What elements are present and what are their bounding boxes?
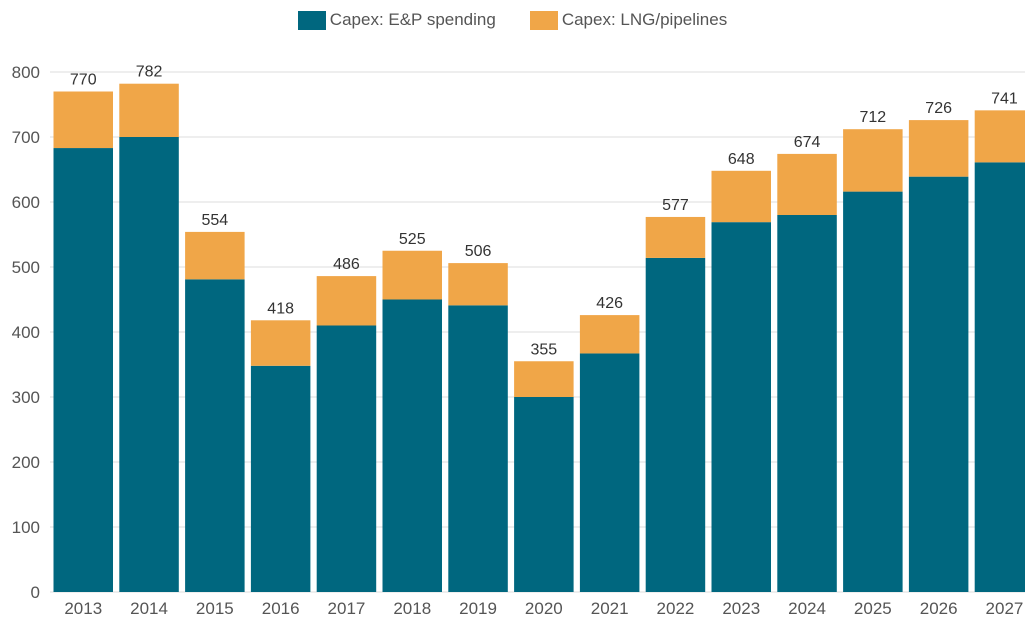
legend-swatch-lng [529, 10, 558, 30]
bar-total-label: 486 [333, 256, 360, 273]
x-tick-label: 2018 [393, 599, 431, 617]
bar-ep-spending [514, 397, 574, 592]
bar-lng-pipelines [185, 231, 245, 280]
x-tick-label: 2021 [591, 599, 629, 617]
y-tick-label: 800 [12, 63, 40, 82]
x-tick-label: 2016 [262, 599, 300, 617]
bar-total-label: 418 [267, 300, 294, 317]
bar-total-label: 577 [662, 197, 689, 214]
legend-label-ep: Capex: E&P spending [329, 10, 496, 29]
y-tick-label: 100 [12, 518, 40, 537]
y-tick-label: 0 [31, 583, 40, 602]
x-tick-label: 2015 [196, 599, 234, 617]
x-tick-label: 2026 [920, 599, 958, 617]
bar-total-label: 712 [859, 109, 886, 126]
bar-total-label: 770 [70, 72, 97, 89]
bar-ep-spending [843, 191, 903, 592]
y-tick-label: 700 [12, 128, 40, 147]
bar-lng-pipelines [777, 153, 837, 215]
bar-ep-spending [448, 305, 508, 592]
bar-lng-pipelines [382, 250, 442, 300]
bar-total-label: 648 [728, 151, 755, 168]
bar-ep-spending [579, 353, 640, 592]
bar-lng-pipelines [448, 263, 508, 306]
bar-ep-spending [711, 222, 771, 592]
bar-lng-pipelines [645, 216, 706, 258]
bar-ep-spending [119, 137, 179, 592]
bar-ep-spending [645, 257, 706, 592]
x-tick-label: 2022 [657, 599, 695, 617]
bar-total-label: 741 [991, 90, 1018, 107]
legend-item-lng: Capex: LNG/pipelines [529, 10, 728, 30]
x-tick-label: 2025 [854, 599, 892, 617]
legend-label-lng: Capex: LNG/pipelines [561, 10, 728, 29]
bar-lng-pipelines [579, 315, 640, 354]
bar-total-label: 525 [399, 231, 426, 248]
bar-ep-spending [974, 162, 1025, 592]
bar-lng-pipelines [908, 120, 969, 177]
bar-lng-pipelines [119, 83, 179, 137]
bar-ep-spending [53, 148, 113, 593]
bar-lng-pipelines [843, 129, 903, 192]
x-tick-label: 2017 [328, 599, 366, 617]
x-tick-label: 2020 [525, 599, 563, 617]
bar-lng-pipelines [974, 110, 1025, 163]
bar-ep-spending [777, 215, 837, 592]
y-tick-label: 400 [12, 323, 40, 342]
bar-total-label: 674 [794, 134, 821, 151]
bar-ep-spending [250, 365, 311, 592]
y-tick-label: 500 [12, 258, 40, 277]
y-tick-label: 600 [12, 193, 40, 212]
bar-total-label: 355 [530, 341, 557, 358]
x-tick-label: 2013 [64, 599, 102, 617]
bar-total-label: 726 [925, 100, 952, 117]
bar-ep-spending [316, 325, 377, 592]
bar-ep-spending [185, 279, 245, 592]
x-tick-label: 2019 [459, 599, 497, 617]
x-tick-label: 2014 [130, 599, 168, 617]
bar-ep-spending [908, 176, 969, 592]
x-tick-label: 2027 [986, 599, 1024, 617]
x-tick-label: 2023 [722, 599, 760, 617]
chart-legend: Capex: E&P spending Capex: LNG/pipelines [0, 8, 1025, 32]
bar-lng-pipelines [53, 91, 113, 149]
bar-lng-pipelines [316, 276, 377, 326]
bar-lng-pipelines [711, 170, 771, 223]
y-tick-label: 300 [12, 388, 40, 407]
legend-swatch-ep [297, 10, 326, 30]
bar-total-label: 426 [596, 295, 623, 312]
y-tick-label: 200 [12, 453, 40, 472]
legend-item-ep: Capex: E&P spending [297, 10, 496, 30]
bar-lng-pipelines [250, 320, 311, 366]
bar-total-label: 506 [465, 243, 492, 260]
bar-lng-pipelines [514, 361, 574, 397]
x-tick-label: 2024 [788, 599, 826, 617]
bar-ep-spending [382, 299, 442, 592]
bar-total-label: 554 [201, 212, 228, 229]
bar-total-label: 782 [136, 64, 163, 81]
